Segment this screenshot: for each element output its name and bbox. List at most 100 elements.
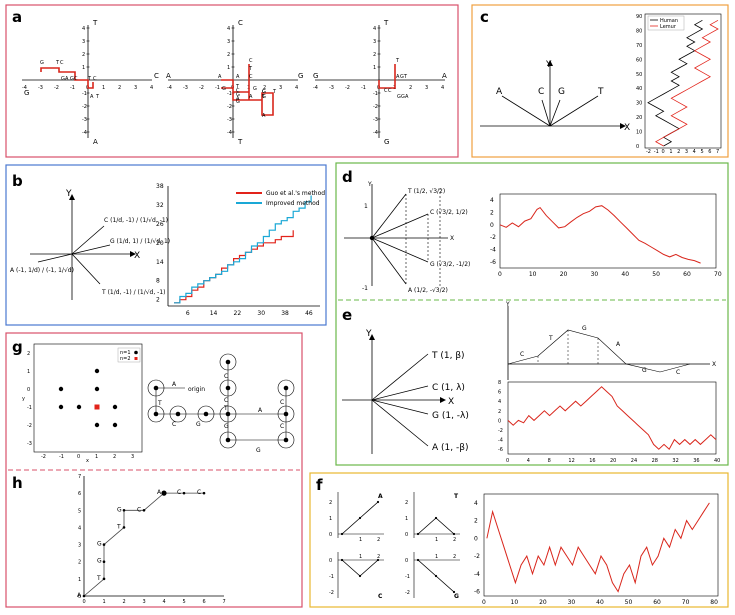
legend-box xyxy=(647,15,685,31)
x-tick-label: -1 xyxy=(215,85,220,91)
path-labels: TA G TC CG G A xyxy=(384,58,409,100)
mini-letter: T xyxy=(454,493,459,500)
y-tick-label: -4 xyxy=(474,571,480,578)
x-tick-label: 10 xyxy=(511,599,519,606)
y-tick-label: -4 xyxy=(373,130,378,136)
panel-label-c: c xyxy=(480,8,489,26)
tree-node xyxy=(153,385,159,391)
mini-point xyxy=(358,516,362,520)
y-tick-label: 0 xyxy=(78,594,81,600)
mini-point xyxy=(452,532,456,536)
panel-b-vectors: Y X C (1/d, -1) / (1/√d, -1) G (1/d, 1) … xyxy=(10,189,170,300)
scatter-point xyxy=(94,422,100,428)
x-tick-label: 32 xyxy=(672,458,678,464)
label-g: G xyxy=(558,87,565,97)
walk-path xyxy=(378,64,396,89)
path-label: A xyxy=(249,94,253,100)
vector-g xyxy=(371,399,429,415)
tree-node-ring xyxy=(169,405,187,423)
y-tick-label: 40 xyxy=(636,86,642,92)
axis-letter-top: C xyxy=(238,19,243,27)
x-tick-label: 2 xyxy=(123,599,126,605)
schematic-segment-label: C xyxy=(520,351,524,358)
walk-point xyxy=(102,543,106,546)
axis-letter-top: T xyxy=(92,19,98,27)
scatter-point xyxy=(58,404,64,410)
origin-dot xyxy=(369,235,375,241)
panel-e-vectors: Y X T (1, β) C (1, λ) G (1, -λ) A (1, -β… xyxy=(342,329,469,454)
vector-a xyxy=(37,253,73,263)
legend-label-human: Human xyxy=(660,18,678,24)
x-tick-label: 36 xyxy=(693,458,699,464)
y-tick-label: -2 xyxy=(27,423,32,429)
x-tick-label: -4 xyxy=(167,85,172,91)
label-y: Y xyxy=(545,60,552,70)
x-tick-label: 20 xyxy=(560,271,568,278)
y-tick-label: 1 xyxy=(227,65,230,71)
x-tick-label: 2 xyxy=(409,85,412,91)
mini-point xyxy=(416,558,420,562)
y-tick-label: -2 xyxy=(490,234,496,241)
schematic-segment-label: A xyxy=(616,341,621,348)
tree-letter: T xyxy=(223,405,228,412)
path-label: A xyxy=(236,96,240,102)
mini-letter: G xyxy=(454,593,459,600)
tree-node-ring xyxy=(219,431,237,449)
y-arrow-icon xyxy=(547,60,553,66)
panel-label-h: h xyxy=(12,474,23,492)
y-tick-label: 0 xyxy=(27,387,30,393)
y-tick-label: -3 xyxy=(373,117,378,123)
mini-y-tick-label: 1 xyxy=(329,516,332,522)
label-t: T (1/2, √3/2) xyxy=(407,188,445,195)
y-tick-label: 0 xyxy=(498,418,501,424)
legend-label-guo: Guo et al.'s method xyxy=(266,190,325,197)
tree-node-ring xyxy=(147,405,165,423)
tree-node-ring xyxy=(277,405,295,423)
y-tick-label: 32 xyxy=(156,202,164,209)
y-tick-label: 1 xyxy=(373,65,376,71)
x-tick-label: 28 xyxy=(652,458,658,464)
x-tick-label: 70 xyxy=(682,599,690,606)
vector-a xyxy=(501,95,551,127)
x-tick-label: 5 xyxy=(700,149,703,155)
x-tick-label: -3 xyxy=(38,85,43,91)
panel-d-vectors: Y X 1 -1 T (1/2, √3/2) C (√3/2, 1/2) G (… xyxy=(344,181,470,294)
x-tick-label: 2 xyxy=(677,149,680,155)
y-tick-label: 2 xyxy=(227,52,230,58)
x-tick-label: 12 xyxy=(568,458,574,464)
walk-point-label: C xyxy=(137,506,141,513)
tick-labels: 0 1 2 3 4 5 6 7 0 1 2 3 4 5 6 7 xyxy=(78,474,226,605)
x-tick-label: 4 xyxy=(527,458,530,464)
x-tick-label: 4 xyxy=(441,85,444,91)
tree-letter: G xyxy=(224,423,229,430)
y-tick-label: -2 xyxy=(227,104,232,110)
axis-letter-left: G xyxy=(313,72,318,80)
tree-node-ring xyxy=(197,405,215,423)
x-tick-label: 38 xyxy=(281,310,289,317)
y-tick-label: 5 xyxy=(78,508,81,514)
panel-c: Y X A C G T -2 -1 0 1 2 3 4 5 6 70102030405060708… xyxy=(480,13,722,155)
schematic-segment-label: T xyxy=(548,335,553,342)
x-tick-label: -2 xyxy=(199,85,204,91)
walk-path: A T G G T G C A C C xyxy=(77,489,206,599)
mini-point xyxy=(340,532,344,536)
vector-c xyxy=(71,225,105,255)
path-label: A xyxy=(262,113,266,119)
x-tick-label: -1 xyxy=(70,85,75,91)
y-tick-label: -3 xyxy=(27,441,32,447)
x-tick-label: 20 xyxy=(539,599,547,606)
path-label: A xyxy=(396,74,400,80)
mini-path xyxy=(417,517,455,535)
x-arrow-icon xyxy=(440,397,446,403)
path-label: T xyxy=(395,58,400,64)
walk-point xyxy=(161,490,167,496)
mini-x-tick-label: 1 xyxy=(435,554,438,560)
vector-g xyxy=(371,237,429,263)
mini-x-tick-label: 2 xyxy=(377,537,380,543)
axis-letter-bottom: A xyxy=(93,138,98,146)
y-tick-label: 80 xyxy=(636,28,642,34)
x-tick-label: -4 xyxy=(313,85,318,91)
series-line xyxy=(486,502,710,593)
